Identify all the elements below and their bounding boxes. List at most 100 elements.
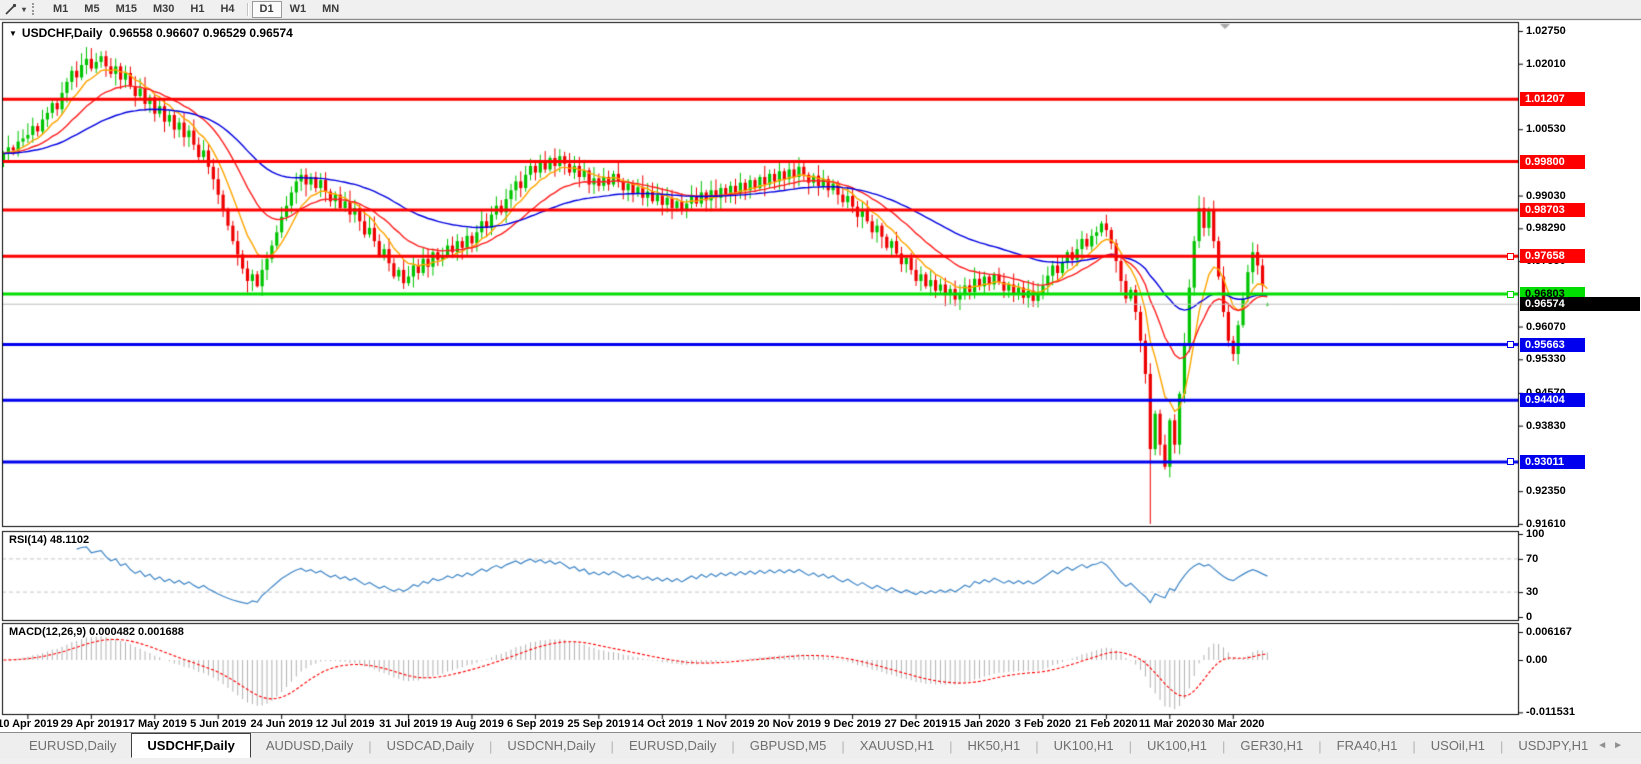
level-badge-0.94404[interactable]: 0.94404 (1520, 393, 1585, 408)
chart-tab-xauusd-h1[interactable]: XAUUSD,H1 (859, 738, 935, 753)
chart-tab-fra40-h1[interactable]: FRA40,H1 (1336, 738, 1398, 753)
tab-separator: | (1035, 738, 1039, 754)
timeframe-button-w1[interactable]: W1 (289, 2, 307, 15)
tab-separator: | (841, 738, 845, 754)
macd-label: MACD(12,26,9) 0.000482 0.001688 (9, 626, 184, 638)
level-badge-1.01207[interactable]: 1.01207 (1520, 92, 1585, 107)
date-axis-label: 30 Mar 2020 (1202, 718, 1265, 730)
date-axis-label: 24 Jun 2019 (250, 718, 313, 730)
macd-axis-tick: 0.006167 (1526, 626, 1572, 638)
chart-tab-usdcnh-daily[interactable]: USDCNH,Daily (507, 738, 596, 753)
macd-axis-tick: -0.011531 (1526, 706, 1575, 719)
toolbar-separator (246, 2, 248, 16)
date-axis-label: 21 Feb 2020 (1075, 718, 1138, 730)
tab-separator: | (489, 738, 493, 754)
current-price-badge: 0.96574 (1520, 297, 1640, 312)
timeframe-button-group: M1 M5 M15 M30 H1 H4 D1 W1 MN (45, 0, 347, 18)
timeframe-button-m1[interactable]: M1 (53, 2, 69, 15)
price-axis-tick: 1.02750 (1526, 24, 1566, 37)
timeframe-button-m30[interactable]: M30 (152, 2, 175, 15)
tab-separator: | (1222, 738, 1226, 754)
date-axis-label: 29 Apr 2019 (60, 718, 122, 730)
date-axis-label: 3 Feb 2020 (1014, 718, 1072, 730)
date-axis-label: 9 Dec 2019 (824, 718, 882, 730)
chart-tab-uk100-h1[interactable]: UK100,H1 (1053, 738, 1114, 753)
chart-tab-usoil-h1[interactable]: USOil,H1 (1430, 738, 1485, 753)
chart-tab-usdjpy-h1[interactable]: USDJPY,H1 (1518, 738, 1589, 753)
chart-tab-gbpusd-m5[interactable]: GBPUSD,M5 (749, 738, 827, 753)
level-badge-0.93011[interactable]: 0.93011 (1520, 454, 1585, 469)
date-axis-label: 25 Sep 2019 (567, 718, 631, 730)
price-axis-tick: 0.91610 (1526, 517, 1566, 530)
chart-tab-usdcad-daily[interactable]: USDCAD,Daily (386, 738, 475, 753)
rsi-axis-tick: 30 (1526, 586, 1539, 599)
date-axis-label: 11 Mar 2020 (1138, 718, 1201, 730)
tab-scroll-arrows: ◄► (1597, 740, 1629, 751)
price-axis-tick: 0.95330 (1526, 353, 1566, 366)
line-handle[interactable] (1507, 290, 1514, 298)
tab-separator: | (731, 738, 735, 754)
timeframe-button-d1[interactable]: D1 (251, 0, 282, 18)
dropdown-caret-icon[interactable]: ▾ (22, 4, 27, 14)
chart-tab-eurusd-daily[interactable]: EURUSD,Daily (628, 738, 717, 753)
price-axis-tick: 0.92350 (1526, 485, 1566, 498)
status-strip (0, 759, 1641, 764)
chart-tab-eurusd-daily[interactable]: EURUSD,Daily (29, 738, 117, 753)
chart-tab-bar: EURUSD,Daily USDCHF,Daily AUDUSD,Daily | USD… (0, 732, 1641, 759)
price-axis-tick: 0.96070 (1526, 320, 1566, 333)
tab-separator: | (1412, 738, 1416, 754)
date-axis-label: 15 Jan 2020 (948, 718, 1011, 730)
timeframe-button-h1[interactable]: H1 (190, 2, 205, 15)
line-handle[interactable] (1507, 458, 1514, 466)
chart-tab-usdchf-daily[interactable]: USDCHF,Daily (131, 732, 251, 758)
price-axis-tick: 0.93830 (1526, 419, 1566, 432)
timeframe-button-h4[interactable]: H4 (220, 2, 235, 15)
tab-separator: | (949, 738, 953, 754)
chart-tab-hk50-h1[interactable]: HK50,H1 (967, 738, 1021, 753)
rsi-label: RSI(14) 48.1102 (9, 534, 90, 546)
date-axis-label: 20 Nov 2019 (757, 718, 821, 730)
chart-tab-ger30-h1[interactable]: GER30,H1 (1240, 738, 1304, 753)
chart-tab-uk100-h1[interactable]: UK100,H1 (1147, 738, 1208, 753)
tab-scroll-right-icon[interactable]: ► (1613, 740, 1629, 751)
toolbar-grip-handle[interactable] (32, 3, 41, 15)
date-axis-label: 14 Oct 2019 (631, 718, 693, 730)
ohlc-readout: 0.96558 0.96607 0.96529 0.96574 (109, 26, 293, 40)
level-badge-0.99800[interactable]: 0.99800 (1520, 154, 1585, 169)
date-axis-label: 27 Dec 2019 (884, 718, 948, 730)
date-axis-label: 1 Nov 2019 (696, 718, 755, 730)
timeframe-button-m15[interactable]: M15 (115, 2, 137, 15)
rsi-axis-tick: 100 (1526, 528, 1545, 540)
date-axis-label: 10 Apr 2019 (0, 718, 59, 730)
macd-axis-tick: 0.00 (1526, 654, 1548, 666)
chart-title: ▼ USDCHF,Daily 0.96558 0.96607 0.96529 0.… (9, 26, 293, 40)
level-badge-0.95663[interactable]: 0.95663 (1520, 337, 1585, 352)
date-axis-label: 12 Jul 2019 (315, 718, 375, 730)
tab-separator: | (1499, 738, 1504, 754)
chart-tab-audusd-daily[interactable]: AUDUSD,Daily (265, 738, 354, 753)
timeframe-button-mn[interactable]: MN (322, 2, 340, 15)
price-axis-tick: 0.98290 (1526, 222, 1566, 235)
level-badge-0.97658[interactable]: 0.97658 (1520, 249, 1585, 264)
tab-scroll-left-icon[interactable]: ◄ (1597, 740, 1614, 751)
price-axis-tick: 1.00530 (1526, 123, 1566, 136)
rsi-axis-tick: 0 (1526, 611, 1533, 623)
date-axis-label: 5 Jun 2019 (190, 718, 247, 730)
rsi-axis-tick: 70 (1526, 552, 1539, 565)
tab-separator: | (610, 738, 614, 754)
date-axis-label: 19 Aug 2019 (440, 718, 504, 730)
collapse-triangle-icon[interactable]: ▼ (9, 29, 17, 38)
line-handle[interactable] (1507, 252, 1514, 260)
price-axis-tick: 0.99030 (1526, 189, 1566, 202)
level-badge-0.98703[interactable]: 0.98703 (1520, 203, 1585, 218)
timeframe-button-m5[interactable]: M5 (84, 2, 100, 15)
drawing-tool-icon[interactable] (0, 1, 20, 17)
price-axis-tick: 1.02010 (1526, 57, 1566, 70)
symbol-period-label: USDCHF,Daily (21, 26, 103, 40)
date-axis-label: 6 Sep 2019 (506, 718, 564, 730)
tab-items: EURUSD,Daily USDCHF,Daily AUDUSD,Daily | USD… (14, 732, 1603, 758)
tab-separator: | (1318, 738, 1322, 754)
line-handle[interactable] (1507, 341, 1514, 349)
